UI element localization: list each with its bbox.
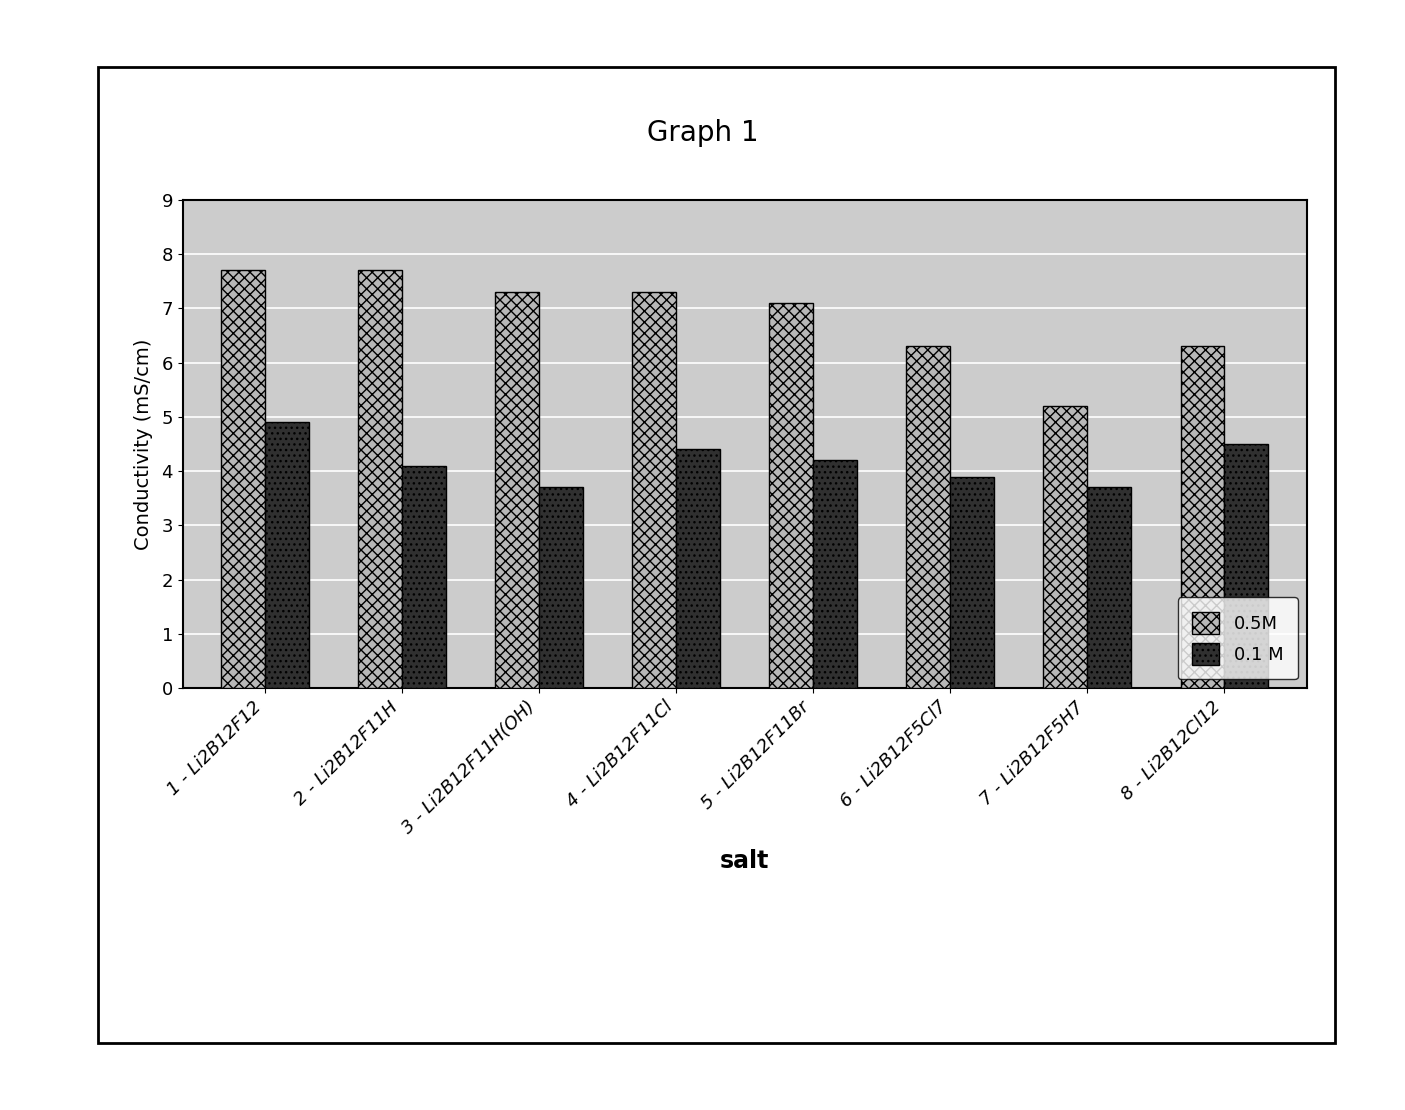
Bar — [770, 303, 813, 688]
Bar — [495, 292, 540, 688]
Bar — [221, 271, 266, 688]
Bar — [1087, 487, 1131, 688]
Y-axis label: Conductivity (mS/cm): Conductivity (mS/cm) — [133, 339, 153, 549]
Legend: 0.5M, 0.1 M: 0.5M, 0.1 M — [1177, 597, 1298, 679]
Bar — [1224, 444, 1269, 688]
Bar — [1044, 406, 1087, 688]
Bar — [402, 466, 445, 688]
X-axis label: salt: salt — [719, 849, 770, 872]
Bar — [813, 461, 857, 688]
Bar — [676, 450, 719, 688]
Bar — [632, 292, 676, 688]
Bar — [358, 271, 402, 688]
Bar — [906, 346, 950, 688]
Bar — [540, 487, 583, 688]
Text: Graph 1: Graph 1 — [646, 119, 759, 148]
Bar — [950, 476, 995, 688]
Bar — [266, 422, 309, 688]
Bar — [1180, 346, 1224, 688]
